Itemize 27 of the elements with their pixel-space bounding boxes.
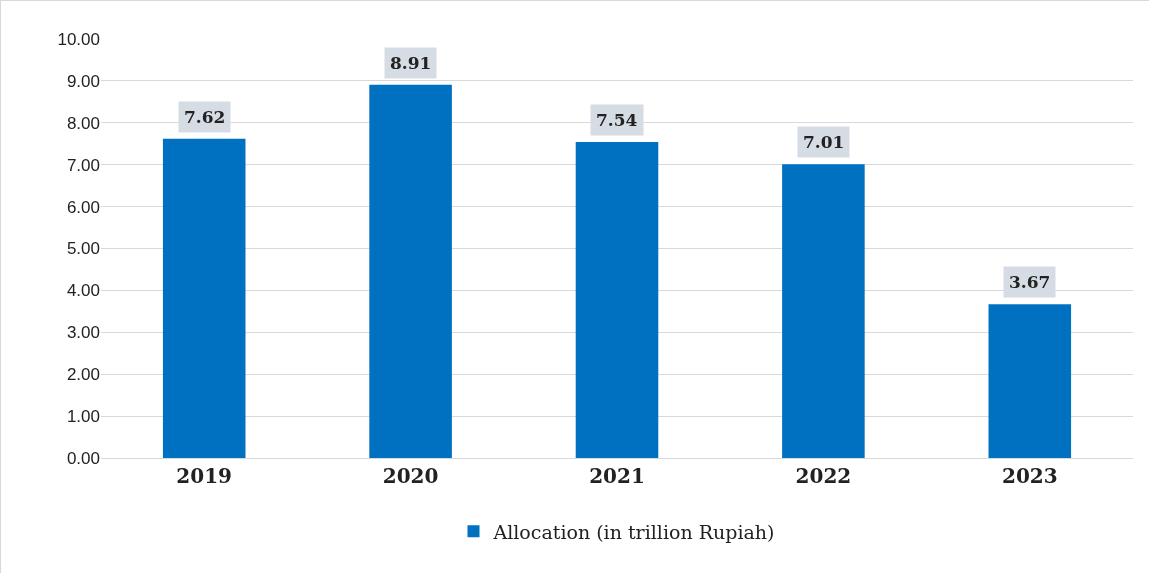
data-label: 7.54: [596, 110, 638, 130]
bar: [575, 142, 659, 458]
bar: [988, 304, 1072, 458]
y-tick-label: 10.00: [57, 29, 100, 49]
y-tick-label: 7.00: [66, 155, 100, 175]
y-tick-label: 2.00: [66, 365, 100, 385]
data-label: 7.62: [184, 107, 226, 127]
data-label: 7.01: [803, 132, 845, 152]
y-tick-label: 6.00: [66, 197, 100, 217]
data-label: 3.67: [1009, 272, 1051, 292]
bar: [162, 138, 246, 458]
y-tick-label: 4.00: [66, 281, 100, 301]
x-tick-label: 2020: [382, 464, 439, 488]
bar: [782, 164, 865, 458]
y-tick-label: 1.00: [66, 407, 100, 427]
y-tick-label: 5.00: [66, 239, 100, 259]
y-tick-label: 8.00: [66, 113, 100, 133]
data-label: 8.91: [390, 53, 432, 73]
y-tick-label: 0.00: [66, 448, 100, 468]
x-tick-label: 2019: [176, 464, 233, 488]
x-tick-label: 2021: [589, 464, 645, 488]
bar: [369, 84, 452, 458]
x-tick-label: 2022: [795, 464, 852, 488]
y-tick-label: 9.00: [66, 71, 100, 91]
y-tick-label: 3.00: [66, 323, 100, 343]
legend-label: Allocation (in trillion Rupiah): [492, 520, 775, 543]
x-tick-label: 2023: [1001, 464, 1058, 488]
